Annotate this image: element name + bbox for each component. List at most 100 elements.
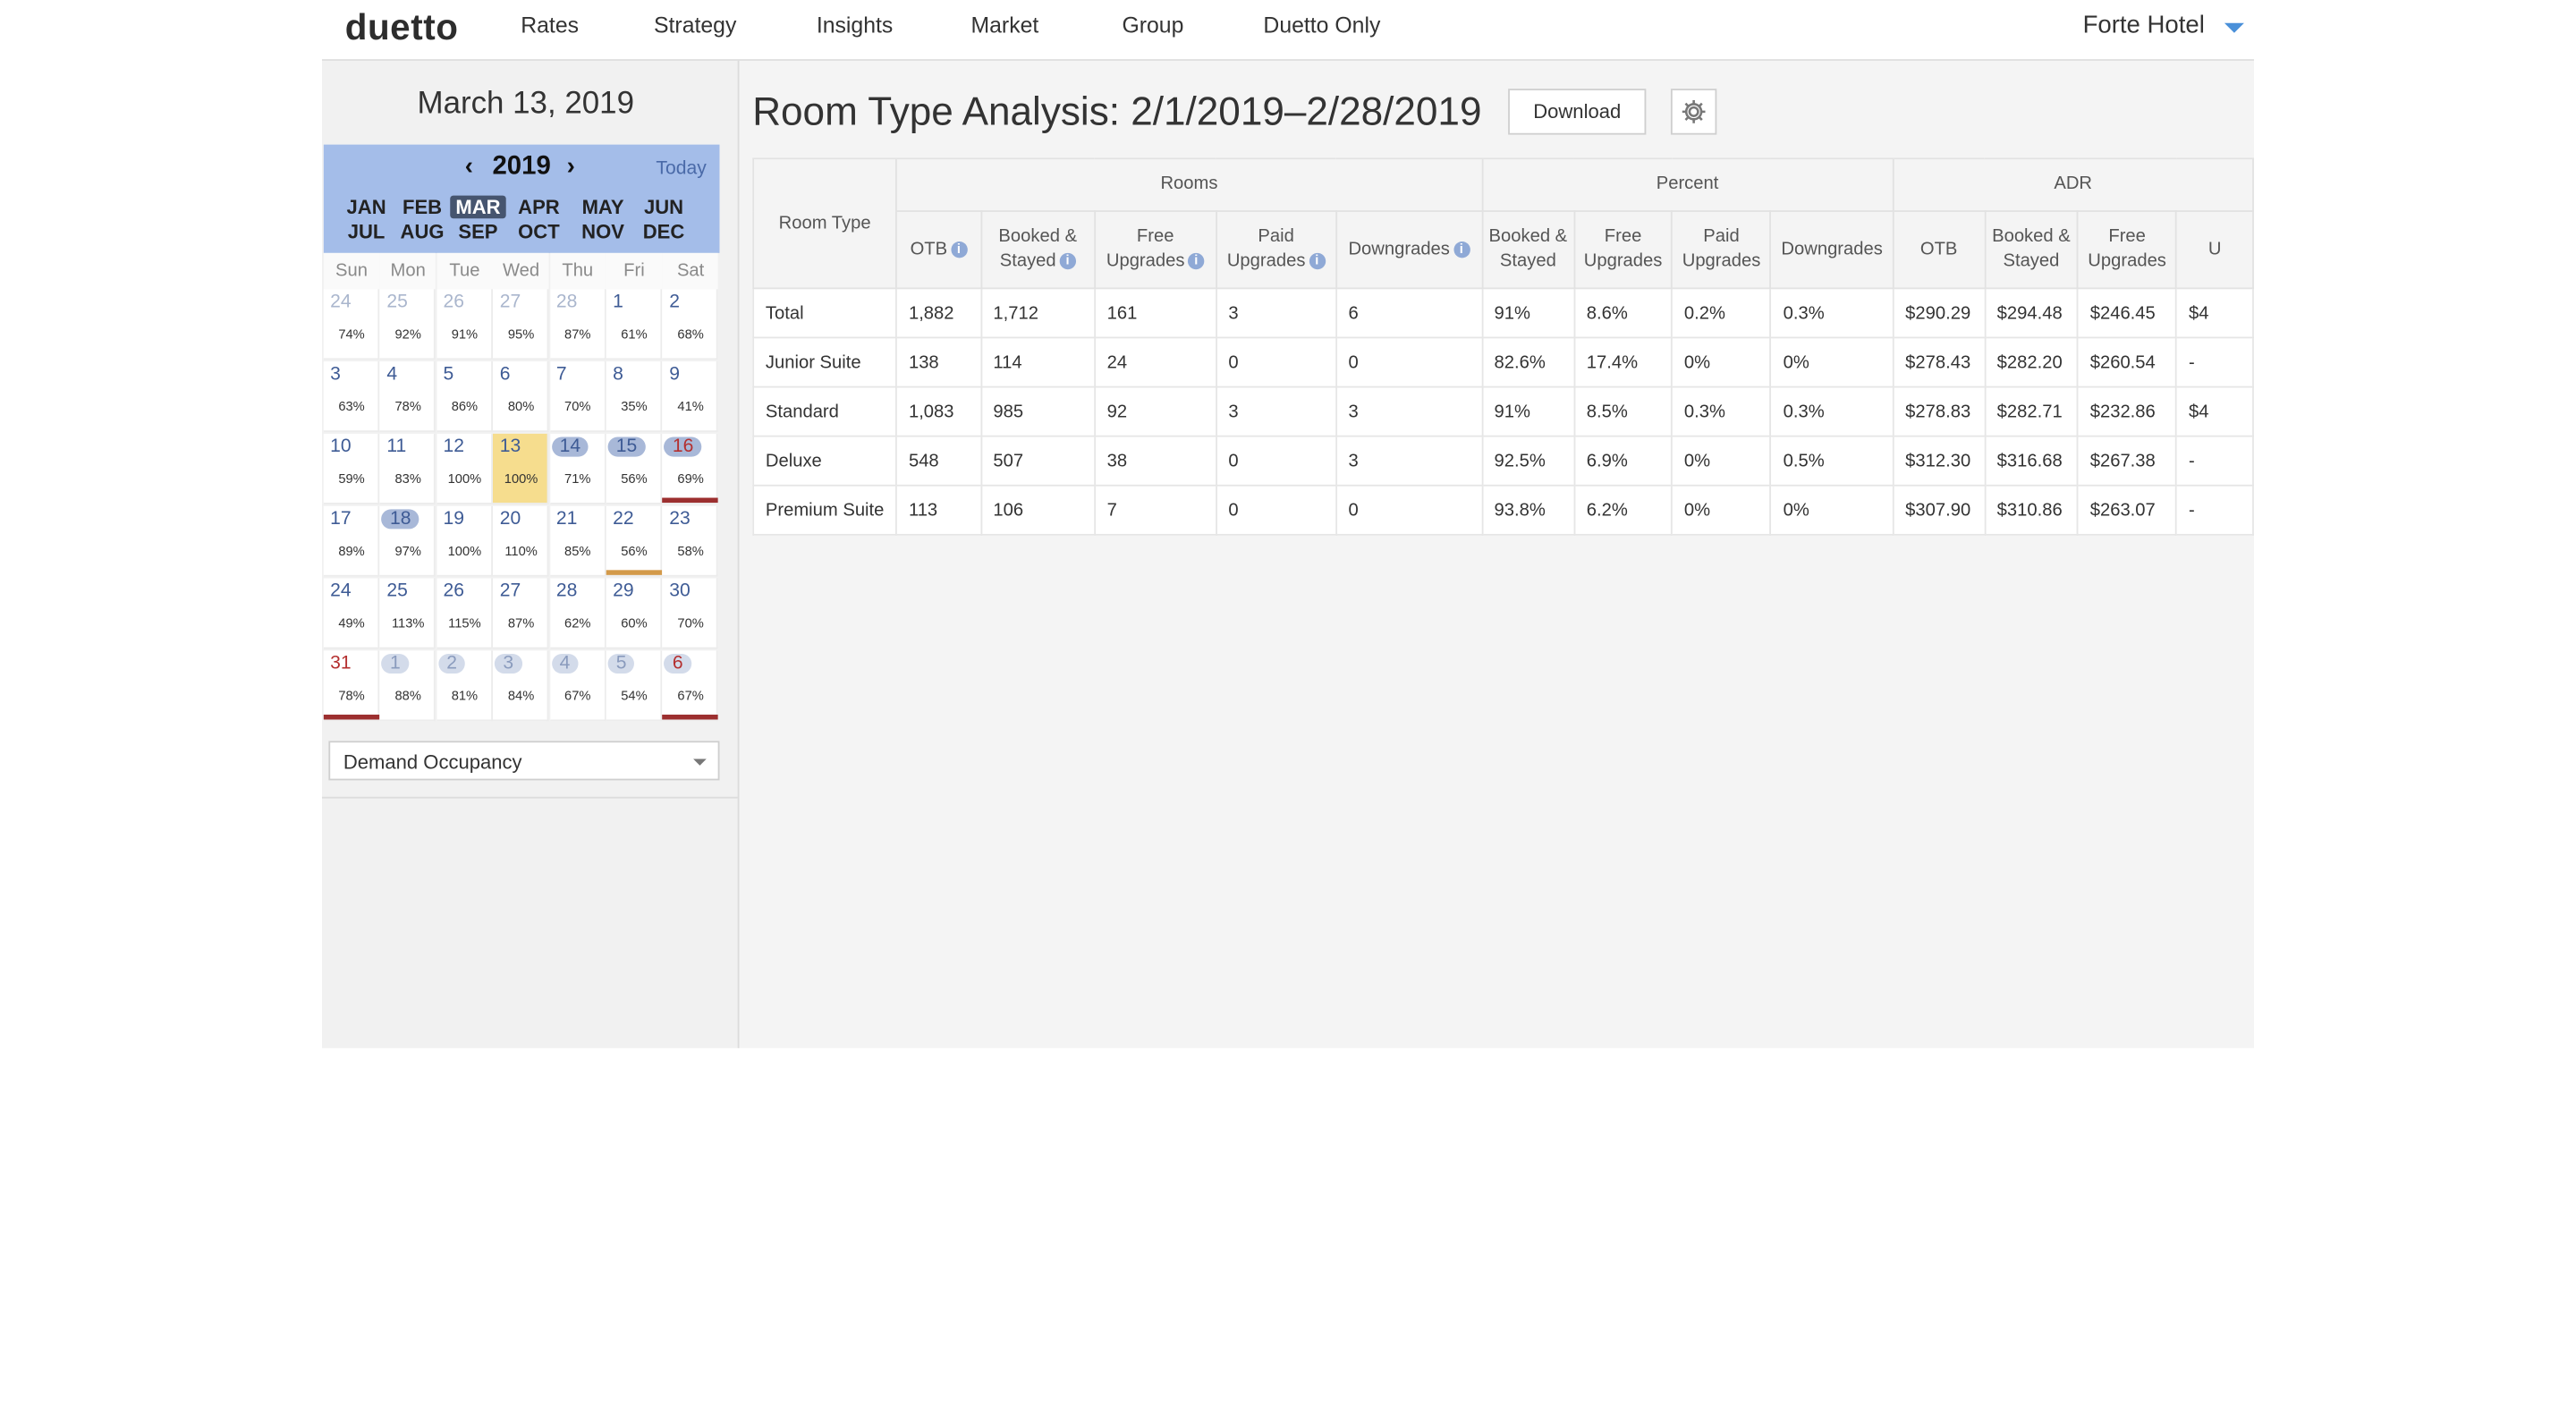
nav-insights[interactable]: Insights: [816, 13, 894, 38]
calendar-day[interactable]: 26 91%: [436, 289, 493, 360]
calendar-day[interactable]: 18 97%: [379, 505, 436, 577]
day-occupancy: 71%: [564, 471, 591, 487]
room-type-table-container[interactable]: Room Type Rooms Percent ADR OTB i Booked & Sta…: [752, 157, 2254, 593]
column-header[interactable]: OTB i: [895, 210, 982, 290]
column-header[interactable]: Paid Upgrades: [1671, 210, 1772, 290]
month-may[interactable]: MAY: [581, 195, 624, 219]
calendar-day[interactable]: 22 56%: [606, 505, 663, 577]
table-cell: 3: [1335, 386, 1483, 437]
column-header[interactable]: Downgrades i: [1335, 210, 1483, 290]
calendar-day[interactable]: 21 85%: [549, 505, 606, 577]
month-nov[interactable]: NOV: [581, 220, 624, 243]
info-icon[interactable]: i: [950, 241, 968, 258]
column-header[interactable]: OTB: [1892, 210, 1986, 290]
metric-select[interactable]: Demand Occupancy: [328, 741, 720, 781]
calendar-day[interactable]: 13 100%: [493, 433, 549, 504]
caret-down-icon[interactable]: [2224, 22, 2244, 33]
hotel-selector[interactable]: Forte Hotel: [2082, 11, 2205, 40]
calendar-day[interactable]: 16 69%: [662, 433, 719, 504]
day-occupancy: 92%: [394, 326, 421, 343]
calendar-year: 2019: [492, 152, 551, 182]
column-header[interactable]: Paid Upgrades i: [1215, 210, 1337, 290]
calendar-day[interactable]: 25 92%: [379, 289, 436, 360]
calendar-day[interactable]: 8 35%: [606, 361, 663, 433]
calendar-day[interactable]: 25 113%: [379, 578, 436, 649]
calendar-day[interactable]: 4 67%: [549, 650, 606, 722]
calendar-day[interactable]: 26 115%: [436, 578, 493, 649]
today-button[interactable]: Today: [656, 159, 707, 180]
calendar-day[interactable]: 2 68%: [662, 289, 719, 360]
nav-market[interactable]: Market: [970, 13, 1039, 38]
calendar-day[interactable]: 28 62%: [549, 578, 606, 649]
nav-group[interactable]: Group: [1122, 13, 1184, 38]
calendar-day[interactable]: 11 83%: [379, 433, 436, 504]
nav-rates[interactable]: Rates: [521, 13, 580, 38]
calendar-day[interactable]: 5 86%: [436, 361, 493, 433]
calendar-day[interactable]: 14 71%: [549, 433, 606, 504]
month-jan[interactable]: JAN: [346, 195, 386, 219]
calendar-day[interactable]: 29 60%: [606, 578, 663, 649]
settings-button[interactable]: [1670, 89, 1717, 135]
duetto-logo[interactable]: duetto: [344, 6, 459, 48]
calendar-day[interactable]: 12 100%: [436, 433, 493, 504]
calendar-day[interactable]: 6 67%: [662, 650, 719, 722]
calendar-day[interactable]: 27 87%: [493, 578, 549, 649]
column-header[interactable]: Booked & Stayed: [1480, 210, 1575, 290]
calendar-day[interactable]: 2 81%: [436, 650, 493, 722]
chevron-right-icon[interactable]: ›: [566, 152, 575, 182]
calendar-day[interactable]: 24 49%: [323, 578, 380, 649]
calendar-day[interactable]: 23 58%: [662, 505, 719, 577]
calendar-day[interactable]: 27 95%: [493, 289, 549, 360]
download-button[interactable]: Download: [1508, 89, 1647, 135]
table-cell: 0.5%: [1769, 435, 1894, 487]
nav-duetto-only[interactable]: Duetto Only: [1263, 13, 1381, 38]
info-icon[interactable]: i: [1059, 252, 1076, 270]
day-number: 27: [499, 581, 521, 602]
calendar-day[interactable]: 28 87%: [549, 289, 606, 360]
calendar-day[interactable]: 17 89%: [323, 505, 380, 577]
calendar-day[interactable]: 7 70%: [549, 361, 606, 433]
column-header[interactable]: Booked & Stayed i: [979, 210, 1096, 290]
day-occupancy: 74%: [338, 326, 365, 343]
column-header[interactable]: Free Upgrades: [1573, 210, 1674, 290]
chevron-left-icon[interactable]: ‹: [464, 152, 473, 182]
calendar-day[interactable]: 1 88%: [379, 650, 436, 722]
calendar-day[interactable]: 15 56%: [606, 433, 663, 504]
calendar-day[interactable]: 10 59%: [323, 433, 380, 504]
day-occupancy: 81%: [451, 688, 479, 704]
weekday-label: Mon: [379, 252, 436, 290]
month-oct[interactable]: OCT: [518, 220, 560, 243]
calendar-day[interactable]: 1 61%: [606, 289, 663, 360]
info-icon[interactable]: i: [1453, 241, 1470, 258]
month-feb[interactable]: FEB: [402, 195, 443, 219]
calendar-day[interactable]: 30 70%: [662, 578, 719, 649]
info-icon[interactable]: i: [1309, 252, 1326, 270]
column-header[interactable]: Free Upgrades i: [1093, 210, 1217, 290]
calendar-day[interactable]: 3 84%: [493, 650, 549, 722]
calendar-day[interactable]: 5 54%: [606, 650, 663, 722]
column-header[interactable]: Downgrades: [1769, 210, 1894, 290]
column-header[interactable]: Free Upgrades: [2077, 210, 2178, 290]
month-aug[interactable]: AUG: [400, 220, 445, 243]
info-icon[interactable]: i: [1188, 252, 1205, 270]
column-header[interactable]: U: [2175, 210, 2254, 290]
calendar-day[interactable]: 20 110%: [493, 505, 549, 577]
calendar-day[interactable]: 24 74%: [323, 289, 380, 360]
calendar-day[interactable]: 6 80%: [493, 361, 549, 433]
month-jun[interactable]: JUN: [643, 195, 684, 219]
month-mar[interactable]: MAR: [450, 195, 506, 219]
calendar-day[interactable]: 4 78%: [379, 361, 436, 433]
month-jul[interactable]: JUL: [347, 220, 386, 243]
month-apr[interactable]: APR: [518, 195, 560, 219]
calendar-day[interactable]: 9 41%: [662, 361, 719, 433]
column-header[interactable]: Booked & Stayed: [1983, 210, 2079, 290]
month-dec[interactable]: DEC: [642, 220, 685, 243]
calendar-day[interactable]: 19 100%: [436, 505, 493, 577]
calendar-day[interactable]: 3 63%: [323, 361, 380, 433]
calendar-day[interactable]: 31 78%: [323, 650, 380, 722]
table-cell: $282.20: [1983, 336, 2079, 388]
day-number: 5: [607, 654, 635, 674]
month-sep[interactable]: SEP: [458, 220, 498, 243]
nav-strategy[interactable]: Strategy: [654, 13, 737, 38]
